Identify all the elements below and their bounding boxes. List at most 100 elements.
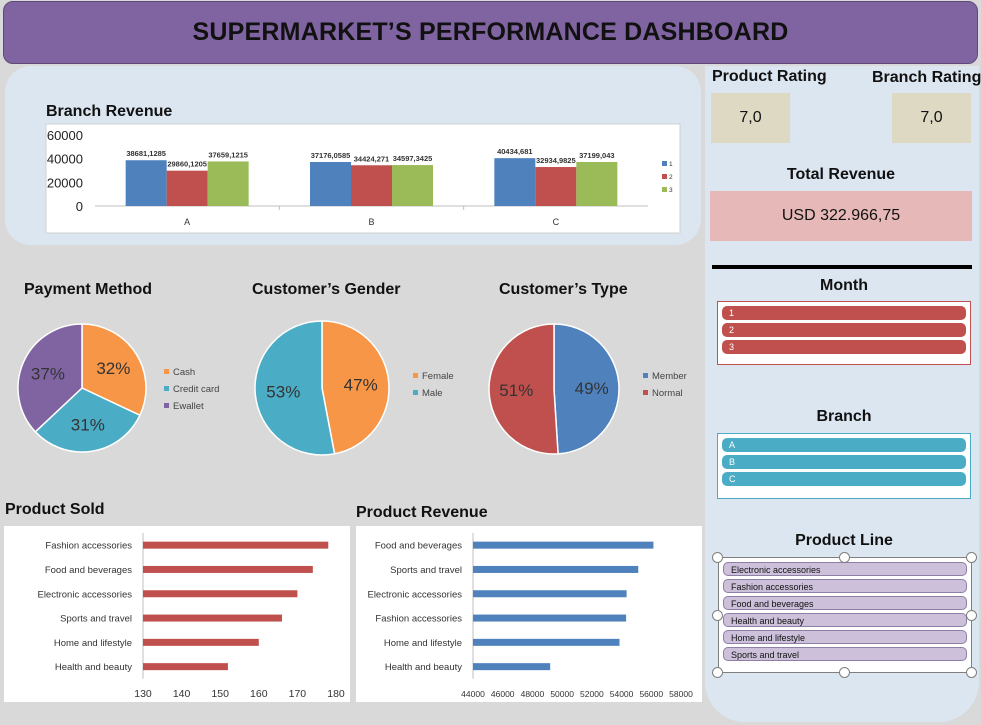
legend-label-1: 1 — [669, 161, 673, 168]
product-line-item-sports[interactable]: Sports and travel — [723, 647, 967, 661]
bar-A-1 — [125, 160, 167, 206]
branch-slicer-item-b[interactable]: B — [722, 455, 966, 469]
bar-C-2 — [535, 167, 577, 206]
customer-type-title: Customer’s Type — [499, 281, 628, 298]
category-label: Food and beverages — [375, 541, 462, 552]
branch-slicer-item-c[interactable]: C — [722, 472, 966, 486]
data-label: 37199,043 — [579, 151, 614, 160]
bar-food-and-beverages — [473, 541, 654, 549]
product-line-item-electronic[interactable]: Electronic accessories — [723, 562, 967, 576]
x-tick-label: C — [553, 217, 560, 227]
data-label: 37659,1215 — [208, 150, 248, 159]
category-label: Health and beauty — [385, 662, 462, 673]
legend-label-2: 2 — [669, 174, 673, 181]
legend-label: Male — [422, 388, 443, 399]
resize-handle-top-left[interactable] — [712, 552, 723, 563]
month-slicer-title: Month — [820, 277, 868, 294]
branch-slicer-item-a[interactable]: A — [722, 438, 966, 452]
bar-C-1 — [494, 158, 536, 206]
data-label: 32934,9825 — [536, 156, 576, 165]
bar-health-and-beauty — [473, 663, 551, 671]
branch-rating-value: 7,0 — [892, 93, 971, 143]
category-label: Home and lifestyle — [384, 638, 462, 649]
product-revenue-chart: Food and beverages Sports and travel Elect… — [356, 526, 702, 702]
product-line-item-fashion[interactable]: Fashion accessories — [723, 579, 967, 593]
y-tick-label: 20000 — [47, 175, 83, 190]
x-tick-label: 160 — [250, 688, 268, 700]
month-slicer-item-3[interactable]: 3 — [722, 340, 966, 354]
branch-rating-label: Branch Rating — [872, 69, 981, 86]
bar-health-and-beauty — [143, 663, 228, 671]
bar-sports-and-travel — [143, 614, 282, 622]
legend-swatch — [643, 390, 648, 395]
bar-food-and-beverages — [143, 565, 313, 573]
bar-home-and-lifestyle — [473, 638, 620, 646]
x-tick-label: 58000 — [669, 689, 693, 699]
category-label: Food and beverages — [45, 565, 132, 576]
product-sold-title: Product Sold — [5, 501, 105, 518]
x-tick-label: 130 — [134, 688, 152, 700]
x-tick-label: 150 — [211, 688, 229, 700]
category-label: Sports and travel — [60, 614, 132, 625]
branch-slicer: A B C — [717, 433, 971, 499]
resize-handle-bottom-right[interactable] — [966, 667, 977, 678]
pie-value-label: 47% — [344, 375, 378, 394]
pie-charts: 32% 31% 37% Cash Credit card Ewallet 47% 53% Fem… — [17, 320, 687, 456]
legend-label: Cash — [173, 367, 195, 378]
total-revenue-label: Total Revenue — [786, 166, 896, 183]
resize-handle-right[interactable] — [966, 610, 977, 621]
legend-label: Normal — [652, 388, 683, 399]
x-tick-label: B — [368, 217, 374, 227]
resize-handle-bottom[interactable] — [839, 667, 850, 678]
resize-handle-left[interactable] — [712, 610, 723, 621]
legend-swatch-3 — [662, 187, 667, 192]
bar-fashion-accessories — [473, 614, 627, 622]
x-tick-label: 48000 — [521, 689, 545, 699]
x-tick-label: 140 — [173, 688, 191, 700]
product-line-slicer: Electronic accessories Fashion accessori… — [718, 557, 972, 673]
pie-value-label: 31% — [71, 416, 105, 435]
x-tick-label: 50000 — [550, 689, 574, 699]
legend-swatch — [164, 369, 169, 374]
resize-handle-top[interactable] — [839, 552, 850, 563]
category-label: Electronic accessories — [37, 589, 132, 600]
month-slicer-item-1[interactable]: 1 — [722, 306, 966, 320]
product-line-item-food[interactable]: Food and beverages — [723, 596, 967, 610]
y-tick-label: 60000 — [47, 128, 83, 143]
legend-swatch — [164, 386, 169, 391]
product-line-item-home[interactable]: Home and lifestyle — [723, 630, 967, 644]
category-label: Fashion accessories — [45, 541, 132, 552]
payment-method-title: Payment Method — [24, 281, 153, 298]
x-tick-label: 52000 — [580, 689, 604, 699]
category-label: Sports and travel — [390, 565, 462, 576]
bar-B-3 — [392, 165, 433, 206]
product-rating-value: 7,0 — [711, 93, 790, 143]
x-tick-label: 180 — [327, 688, 345, 700]
product-line-item-health[interactable]: Health and beauty — [723, 613, 967, 627]
pie-slice-female — [321, 320, 390, 455]
product-sold-chart: Fashion accessories Food and beverages Ele… — [4, 526, 350, 702]
legend-label: Member — [652, 371, 687, 382]
bar-B-1 — [310, 162, 351, 206]
pie-value-label: 32% — [96, 359, 130, 378]
resize-handle-bottom-left[interactable] — [712, 667, 723, 678]
legend-label: Credit card — [173, 384, 219, 395]
dashboard-header: SUPERMARKET’S PERFORMANCE DASHBOARD — [3, 1, 978, 64]
month-slicer: 1 2 3 — [717, 301, 971, 365]
category-label: Fashion accessories — [375, 614, 462, 625]
pie-value-label: 51% — [499, 381, 533, 400]
data-label: 34597,3425 — [393, 154, 433, 163]
legend-swatch-1 — [662, 161, 667, 166]
bar-A-2 — [166, 170, 208, 206]
month-slicer-item-2[interactable]: 2 — [722, 323, 966, 337]
pie-value-label: 49% — [575, 379, 609, 398]
pie-slice-normal — [488, 323, 559, 455]
legend-swatch-2 — [662, 174, 667, 179]
resize-handle-top-right[interactable] — [966, 552, 977, 563]
bar-electronic-accessories — [143, 590, 298, 598]
product-revenue-title: Product Revenue — [356, 504, 488, 521]
category-label: Health and beauty — [55, 662, 132, 673]
x-tick-label: A — [184, 217, 190, 227]
data-label: 29860,1205 — [167, 160, 207, 169]
y-tick-label: 0 — [76, 199, 83, 214]
